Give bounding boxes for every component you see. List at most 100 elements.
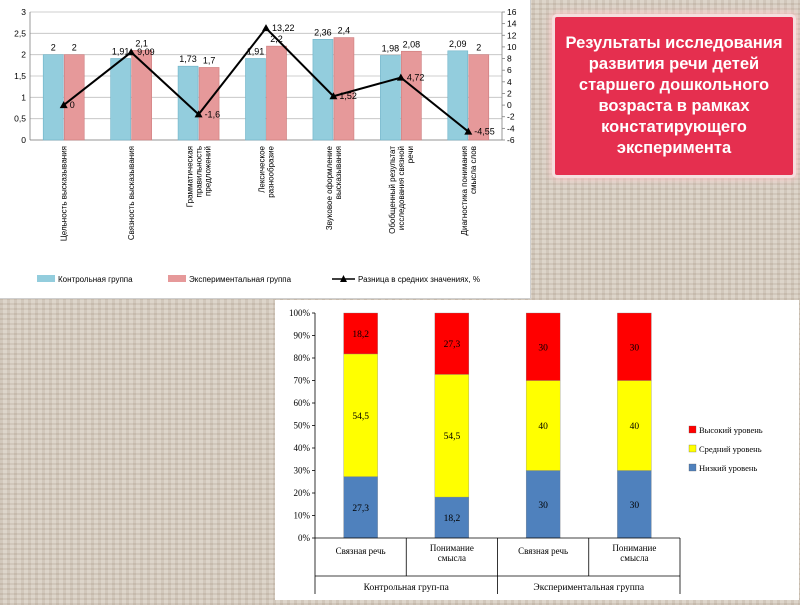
chart2-legend-swatch	[688, 425, 697, 434]
chart2-bar-low	[525, 470, 561, 539]
chart1-bar-experimental	[131, 50, 152, 141]
chart2-ytick-label: 20%	[294, 488, 311, 498]
chart2-ytick-label: 80%	[294, 353, 311, 363]
chart1-bar-value-label: 2	[51, 43, 56, 53]
title-box: Результаты исследования развития речи де…	[555, 17, 793, 175]
chart2-bar-low	[617, 470, 652, 539]
chart1-ytick-label: 0,5	[14, 114, 26, 124]
chart1-bar-control	[245, 58, 266, 141]
chart2-bar-high	[525, 312, 561, 381]
chart1-bar-experimental	[198, 67, 220, 141]
chart1-category-label: разнообразие	[267, 145, 276, 197]
chart2-bar-low	[343, 476, 378, 539]
chart2-ytick-label: 40%	[294, 443, 311, 453]
chart2-bar-medium	[434, 374, 470, 498]
chart2-category-label: смысла	[438, 553, 466, 563]
chart2-segment-label: 30	[630, 343, 640, 353]
chart2-ytick-label: 70%	[294, 376, 311, 386]
chart1-category-label: Лексическое	[258, 145, 267, 192]
chart1-line-marker	[396, 73, 405, 81]
chart1-category-label: исследования связной	[397, 146, 406, 230]
chart1-bar-experimental	[266, 45, 287, 141]
chart1-legend-difference: Разница в средних значениях, %	[358, 275, 480, 284]
chart1-bar-value-label: 1,98	[382, 44, 400, 54]
chart2-bar-medium	[525, 380, 561, 471]
chart1-bar-value-label: 2,36	[314, 27, 332, 37]
chart2-category-label: Связная речь	[336, 546, 386, 556]
chart2-segment-label: 27,3	[352, 504, 369, 514]
chart2-bar-medium	[343, 353, 378, 477]
chart1-y2tick-label: 8	[507, 54, 512, 64]
chart1-y2tick-label: 2	[507, 88, 512, 98]
chart2-ytick-label: 30%	[294, 466, 311, 476]
chart1-line-marker	[127, 48, 136, 56]
chart1-category-label: Диагностика понимания	[460, 146, 469, 235]
chart2-bar-medium	[617, 380, 652, 471]
chart2-ytick-label: 100%	[289, 308, 311, 318]
chart1-bar-value-label: 1,7	[203, 55, 216, 65]
chart2-legend-swatch	[688, 463, 697, 472]
chart1-category-label: правильность	[195, 146, 204, 197]
chart2-category-label: смысла	[620, 553, 648, 563]
chart1-line-value-label: -1,6	[205, 109, 221, 119]
chart1-category-label: предложений	[204, 146, 213, 196]
chart2-segment-label: 54,5	[444, 432, 461, 442]
chart2-svg: 0% 10% 20% 30% 40% 50% 60% 70% 80% 90% 100% 27,3 54,…	[289, 308, 763, 594]
chart1-bar-value-label: 1,91	[112, 47, 130, 57]
chart1-legend-control: Контрольная группа	[58, 275, 133, 284]
chart2-group-label: Контрольная груп-па	[364, 583, 450, 593]
chart1-legend-line-marker	[340, 275, 347, 282]
chart1-ytick-label: 3	[21, 7, 26, 17]
chart2-bar-low	[434, 496, 470, 539]
chart2-segment-label: 30	[538, 343, 548, 353]
chart2-legend-label: Высокий уровень	[699, 425, 763, 435]
chart1-y2tick-label: 10	[507, 42, 517, 52]
chart2-segment-label: 18,2	[352, 330, 369, 340]
chart1-bar-control	[447, 50, 469, 141]
chart1-line-value-label: 1,52	[339, 91, 357, 101]
chart2-segment-label: 40	[538, 422, 548, 432]
chart1-category-label: Связность высказывания	[127, 146, 136, 240]
chart2-category-label: Понимание	[430, 543, 474, 553]
chart2-ytick-label: 0%	[298, 533, 311, 543]
chart2-ytick-label: 60%	[294, 398, 311, 408]
chart1-category-label: смысла слов	[469, 146, 478, 194]
chart1-y2tick-label: 0	[507, 100, 512, 110]
chart2-legend-swatch	[688, 444, 697, 453]
chart1-y2tick-label: 12	[507, 30, 517, 40]
chart1-line-value-label: 0	[70, 100, 75, 110]
chart1-category-label: Грамматическая	[186, 146, 195, 207]
chart1-line-marker	[194, 110, 203, 118]
chart1-ytick-label: 1	[21, 92, 26, 102]
chart1-bar-control	[177, 65, 199, 141]
chart1-bar-control	[110, 58, 131, 141]
chart1-legend-swatch-experimental	[168, 275, 186, 282]
chart1-bar-experimental	[333, 37, 355, 141]
chart2-segment-label: 30	[538, 501, 548, 511]
chart1-panel: 0 0,5 1 1,5 2 2,5 3 -6 -4 -2 0 2 4 6 8 10 12 14 16 2 1,91 1,7…	[0, 0, 531, 299]
chart1-line-value-label: 9,09	[137, 47, 155, 57]
chart1-line-marker	[464, 127, 473, 135]
chart2-legend-label: Средний уровень	[699, 444, 762, 454]
chart1-line-marker	[329, 92, 338, 100]
chart2-legend-label: Низкий уровень	[699, 463, 757, 473]
chart1-ytick-label: 1,5	[14, 71, 26, 81]
chart1-y2tick-label: -6	[507, 135, 515, 145]
chart2-panel: 0% 10% 20% 30% 40% 50% 60% 70% 80% 90% 100% 27,3 54,…	[275, 300, 799, 600]
chart1-y2tick-label: 16	[507, 7, 517, 17]
chart2-ytick-label: 50%	[294, 421, 311, 431]
chart1-bar-value-label: 2	[476, 43, 481, 53]
chart1-ytick-label: 0	[21, 135, 26, 145]
chart1-bar-value-label: 2,1	[135, 38, 148, 48]
chart1-y2tick-label: 14	[507, 19, 517, 29]
chart1-bar-value-label: 2,4	[338, 26, 351, 36]
chart1-line-marker	[59, 101, 68, 109]
chart1-category-label: Обобщенный результат	[388, 146, 397, 234]
chart1-bar-control	[380, 55, 401, 141]
chart2-segment-label: 18,2	[444, 514, 461, 524]
chart1-ytick-label: 2	[21, 50, 26, 60]
chart2-bar-high	[343, 312, 378, 355]
chart1-category-label: Звуковое оформление	[325, 145, 334, 230]
chart1-bar-value-label: 1,73	[179, 54, 197, 64]
